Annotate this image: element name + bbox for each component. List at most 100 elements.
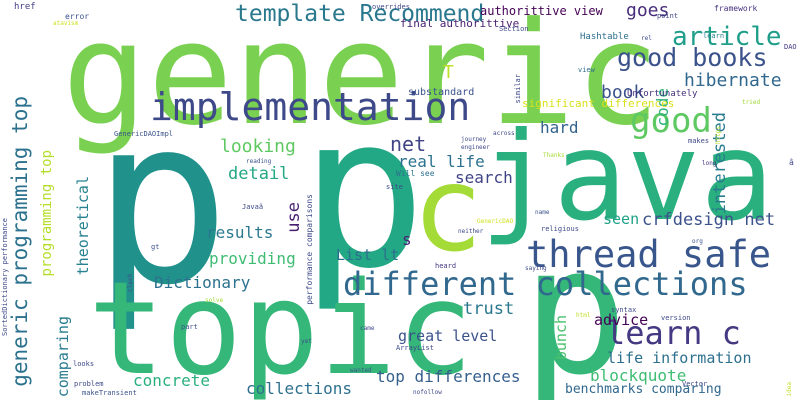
word: site <box>386 183 403 191</box>
word: similar <box>514 74 522 104</box>
word: rel <box>641 35 652 42</box>
word: wanted <box>350 367 372 374</box>
word: p <box>92 69 231 336</box>
word: engineer <box>461 144 490 151</box>
word: gt <box>151 243 160 251</box>
word: error <box>65 12 90 21</box>
word: learn <box>703 32 725 40</box>
word: search <box>455 168 513 187</box>
word: long <box>702 160 717 167</box>
word: java <box>480 106 774 248</box>
word: real life <box>398 152 485 171</box>
word: performance comparisons <box>305 194 314 305</box>
word: href <box>14 2 36 12</box>
word: solve <box>205 297 224 304</box>
word: trust <box>463 299 515 319</box>
word: great level <box>398 327 498 345</box>
word: article <box>672 22 782 52</box>
word: significant differences <box>522 97 675 110</box>
word: advice <box>594 311 649 329</box>
word: top differences <box>376 367 521 386</box>
word: different collections <box>343 265 748 303</box>
word: crfdesign net <box>642 210 776 230</box>
word: generic <box>62 0 661 157</box>
word: List lt <box>336 246 400 264</box>
word: reading <box>246 158 272 165</box>
word: thread safe <box>526 233 772 276</box>
word: org <box>692 238 703 245</box>
word: implementation <box>150 85 471 129</box>
word: collections <box>246 379 352 398</box>
word: use <box>284 202 304 233</box>
word: concrete <box>133 371 211 390</box>
word: p <box>522 209 628 400</box>
word: saying <box>525 265 547 272</box>
word: theoretical <box>74 176 92 276</box>
word: version <box>661 314 691 322</box>
word: atavism <box>53 20 79 27</box>
word: final authorittive <box>400 17 520 30</box>
word: seen <box>603 210 640 228</box>
word: Hashtable <box>580 32 629 42</box>
word: p <box>300 70 427 315</box>
word: DAO <box>784 43 797 51</box>
word: view <box>578 66 595 74</box>
word: Section <box>499 25 529 33</box>
word: religious <box>541 225 579 233</box>
word: results <box>206 223 274 242</box>
word: GenericDAOImpl <box>114 130 174 138</box>
word: heard <box>435 262 457 270</box>
word: part <box>181 323 198 331</box>
word: Will see <box>396 169 435 178</box>
word: goes <box>626 0 670 21</box>
word: Vector <box>682 380 708 388</box>
word: point <box>657 12 679 20</box>
word: name <box>535 209 550 216</box>
word: bunch <box>552 315 570 361</box>
word: â <box>789 158 794 167</box>
word: generic programming top <box>8 96 32 387</box>
word: across <box>493 130 515 137</box>
word: life information <box>607 349 752 367</box>
word: https <box>715 126 722 145</box>
word: makes <box>688 137 710 145</box>
word: nofollow <box>413 389 442 396</box>
word: blockquote <box>590 366 687 385</box>
word: Thanks <box>543 152 565 159</box>
word: benchmarks comparing <box>565 382 722 397</box>
word: Unfortunately <box>627 89 698 99</box>
word: looks <box>73 360 95 368</box>
word: looking <box>220 136 296 157</box>
word: T <box>443 62 454 83</box>
word: authorittive view <box>480 4 603 18</box>
word: came <box>360 325 375 332</box>
word: c <box>412 140 484 278</box>
word: detail <box>228 164 290 184</box>
word: learn c <box>606 314 741 352</box>
word: yet <box>301 338 312 345</box>
word: syntax <box>611 306 637 314</box>
word: substandard <box>408 87 475 98</box>
word: Dictionary <box>154 273 251 292</box>
word: problem <box>74 380 104 388</box>
word: programming top <box>39 150 55 277</box>
word: comparing <box>54 316 72 398</box>
word: ArrayList <box>396 344 434 352</box>
word: good books <box>617 43 768 72</box>
word: makeTransient <box>82 389 137 397</box>
word: s <box>402 230 412 249</box>
word: journey <box>461 136 487 143</box>
word: good <box>630 101 712 141</box>
word: overrides <box>372 3 410 11</box>
word: providing <box>209 249 296 268</box>
word: topic <box>88 255 474 400</box>
word: idea <box>786 382 793 397</box>
word: hard <box>540 118 579 137</box>
word: html <box>576 312 591 319</box>
word: book <box>601 82 645 103</box>
word: SortedDictionary performance <box>1 218 9 337</box>
word: template Recommend <box>235 1 485 27</box>
word: neither <box>458 228 484 235</box>
word: net <box>390 132 427 156</box>
